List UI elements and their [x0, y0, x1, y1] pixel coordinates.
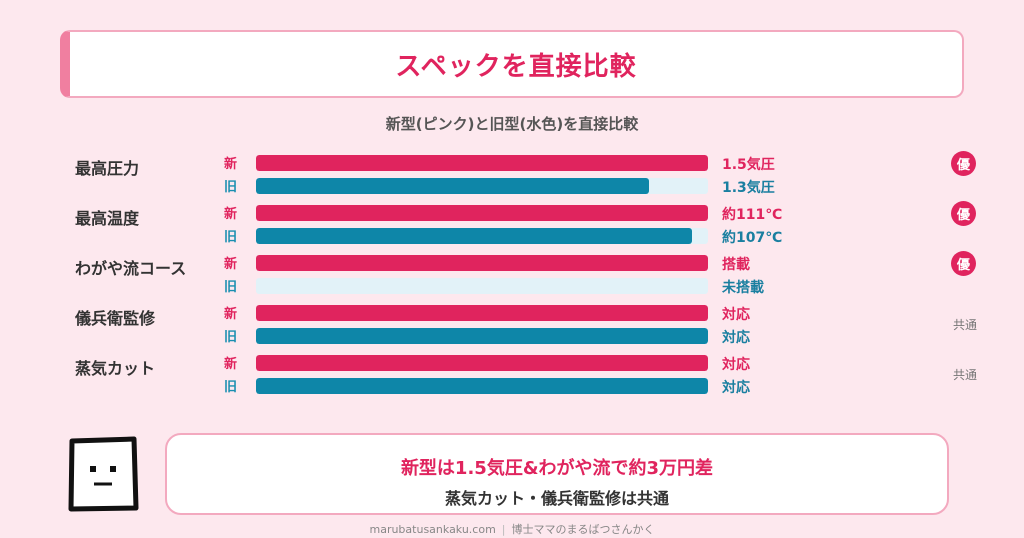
new-bar-track	[256, 255, 708, 271]
footer-separator: |	[502, 523, 506, 536]
new-bar	[256, 205, 708, 221]
new-value: 搭載	[722, 254, 750, 274]
old-tag: 旧	[224, 326, 237, 345]
old-bar	[256, 378, 708, 394]
old-value: 1.3気圧	[722, 177, 775, 197]
summary-box: 新型は1.5気圧&わがや流で約3万円差 蒸気カット・儀兵衛監修は共通	[165, 433, 949, 515]
old-tag: 旧	[224, 226, 237, 245]
old-value: 対応	[722, 377, 750, 397]
old-bar	[256, 228, 692, 244]
new-value: 対応	[722, 354, 750, 374]
new-bar	[256, 305, 708, 321]
old-bar	[256, 178, 649, 194]
footer-site-link[interactable]: marubatusankaku.com	[369, 523, 495, 536]
new-bar-track	[256, 205, 708, 221]
new-bar	[256, 355, 708, 371]
winner-badge: 優	[951, 201, 976, 226]
new-bar-track	[256, 355, 708, 371]
new-bar	[256, 255, 708, 271]
new-tag: 新	[224, 203, 237, 222]
new-tag: 新	[224, 153, 237, 172]
common-label: 共通	[953, 366, 977, 383]
summary-headline: 新型は1.5気圧&わがや流で約3万円差	[167, 454, 947, 480]
footer: marubatusankaku.com | 博士ママのまるばつさんかく	[0, 521, 1024, 537]
common-label: 共通	[953, 316, 977, 333]
old-bar-track	[256, 328, 708, 344]
old-tag: 旧	[224, 176, 237, 195]
summary-subline: 蒸気カット・儀兵衛監修は共通	[167, 485, 947, 509]
old-bar	[256, 328, 708, 344]
winner-badge: 優	[951, 251, 976, 276]
square-face-mascot-icon	[66, 436, 140, 512]
row-label: 最高温度	[75, 205, 139, 229]
row-label: わがや流コース	[75, 255, 186, 279]
old-tag: 旧	[224, 376, 237, 395]
old-bar-track	[256, 378, 708, 394]
new-value: 1.5気圧	[722, 154, 775, 174]
row-label: 最高圧力	[75, 155, 139, 179]
new-value: 対応	[722, 304, 750, 324]
old-bar-track	[256, 228, 708, 244]
footer-author: 博士ママのまるばつさんかく	[512, 523, 655, 536]
old-value: 未搭載	[722, 277, 764, 297]
old-bar-track	[256, 178, 708, 194]
old-value: 約107℃	[722, 227, 782, 247]
row-label: 蒸気カット	[75, 355, 155, 379]
winner-badge: 優	[951, 151, 976, 176]
new-value: 約111℃	[722, 204, 782, 224]
new-tag: 新	[224, 353, 237, 372]
new-bar	[256, 155, 708, 171]
new-tag: 新	[224, 253, 237, 272]
new-tag: 新	[224, 303, 237, 322]
old-value: 対応	[722, 327, 750, 347]
row-label: 儀兵衛監修	[75, 305, 155, 329]
new-bar-track	[256, 155, 708, 171]
new-bar-track	[256, 305, 708, 321]
old-bar-track	[256, 278, 708, 294]
old-tag: 旧	[224, 276, 237, 295]
